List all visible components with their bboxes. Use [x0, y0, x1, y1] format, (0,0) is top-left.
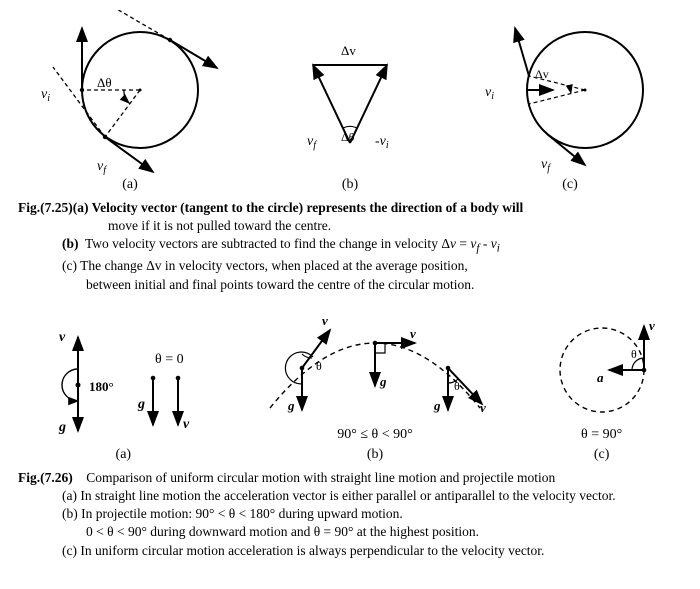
fig25c-dv: Δv [535, 67, 549, 81]
fig26c-svg: v a θ [527, 308, 677, 423]
fig25b-svg: Δv Δθ vf -vi [275, 25, 425, 175]
fig26b-th1: θ [316, 359, 322, 373]
fig25b-vf-sub: f [313, 140, 317, 151]
fig25b-nvi-sub: i [386, 140, 389, 151]
svg-text:vi: vi [41, 87, 50, 104]
fig25c-label: (c) [562, 177, 578, 193]
fig26b-th2: θ [454, 379, 460, 393]
fig25c-svg: Δv vi vf [475, 10, 665, 175]
fig25b-dtheta: Δθ [341, 130, 355, 144]
fig26b-v3: v [480, 400, 486, 415]
fig26-panel-b: v g θ v g v g θ 90° ≤ θ < 90° (b) [250, 308, 500, 463]
fig25-cap-c2: between initial and final points toward … [18, 276, 682, 294]
fig26c-th: θ [631, 347, 637, 361]
fig26a-g2: g [137, 397, 145, 412]
fig26a-g1: g [58, 420, 66, 435]
fig26-cap-a: (a) In straight line motion the accelera… [18, 487, 682, 505]
fig25a-dtheta: Δθ [97, 75, 112, 90]
svg-text:vf: vf [541, 157, 551, 174]
fig26b-v2: v [410, 326, 416, 341]
fig26b-v1: v [322, 313, 328, 328]
fig25b-dv: Δv [341, 43, 356, 58]
fig25-panel-a: Δθ vi vf (a) [35, 10, 225, 193]
fig25a-vi-sub: i [47, 93, 50, 104]
fig26-cap-first: Fig.(7.26) Comparison of uniform circula… [18, 469, 682, 487]
fig26c-a: a [597, 370, 604, 385]
fig26c-v: v [649, 318, 655, 333]
fig26-caption: Fig.(7.26) Comparison of uniform circula… [18, 469, 682, 560]
fig25-cap-first2: move if it is not pulled toward the cent… [18, 217, 682, 235]
fig25-cap-first: Fig.(7.25)(a) Velocity vector (tangent t… [18, 200, 523, 215]
svg-text:-vi: -vi [375, 134, 389, 151]
fig25a-label: (a) [122, 177, 138, 193]
svg-text:Δθ: Δθ [341, 130, 355, 144]
fig26c-label: (c) [594, 447, 610, 463]
fig26-cap-b2: 0 < θ < 90° during downward motion and θ… [18, 523, 682, 541]
fig26a-theta0: θ = 0 [155, 352, 184, 367]
fig26-cap-c: (c) In uniform circular motion accelerat… [18, 542, 682, 560]
fig26c-eq: θ = 90° [581, 427, 622, 443]
fig26-cap-b1: (b) In projectile motion: 90° < θ < 180°… [18, 505, 682, 523]
fig25c-vi-sub: i [491, 91, 494, 102]
fig26b-svg: v g θ v g v g θ [250, 308, 500, 423]
fig25a-svg: Δθ vi vf [35, 10, 225, 175]
fig26-panel-c: v a θ θ = 90° (c) [527, 308, 677, 463]
fig26a-180: 180° [89, 379, 114, 394]
fig25-panel-c: Δv vi vf (c) [475, 10, 665, 193]
fig25-panel-b: Δv Δθ vf -vi (b) [275, 25, 425, 193]
fig25-caption: Fig.(7.25)(a) Velocity vector (tangent t… [18, 199, 682, 294]
fig26a-v2: v [183, 417, 190, 432]
fig25c-vf-sub: f [547, 163, 551, 174]
svg-text:vi: vi [485, 85, 494, 102]
svg-text:vf: vf [97, 159, 107, 175]
fig26-row: v g 180° θ = 0 g v (a) [10, 308, 690, 463]
fig25b-label: (b) [342, 177, 358, 193]
fig26b-range: 90° ≤ θ < 90° [337, 427, 412, 443]
fig26b-label: (b) [367, 447, 383, 463]
fig26a-label: (a) [116, 447, 132, 463]
fig25-row: Δθ vi vf (a) Δv Δθ vf -vi (b) [10, 10, 690, 193]
fig26a-svg: v g 180° θ = 0 g v [23, 323, 223, 443]
fig26-panel-a: v g 180° θ = 0 g v (a) [23, 323, 223, 463]
fig26b-g3: g [433, 398, 441, 413]
fig25-cap-c1: (c) The change Δv in velocity vectors, w… [18, 257, 682, 275]
fig26b-g1: g [287, 398, 295, 413]
fig26b-g2: g [379, 374, 387, 389]
svg-text:vf: vf [307, 134, 317, 151]
fig25a-vf-sub: f [103, 165, 107, 175]
fig26a-v1: v [59, 330, 66, 345]
